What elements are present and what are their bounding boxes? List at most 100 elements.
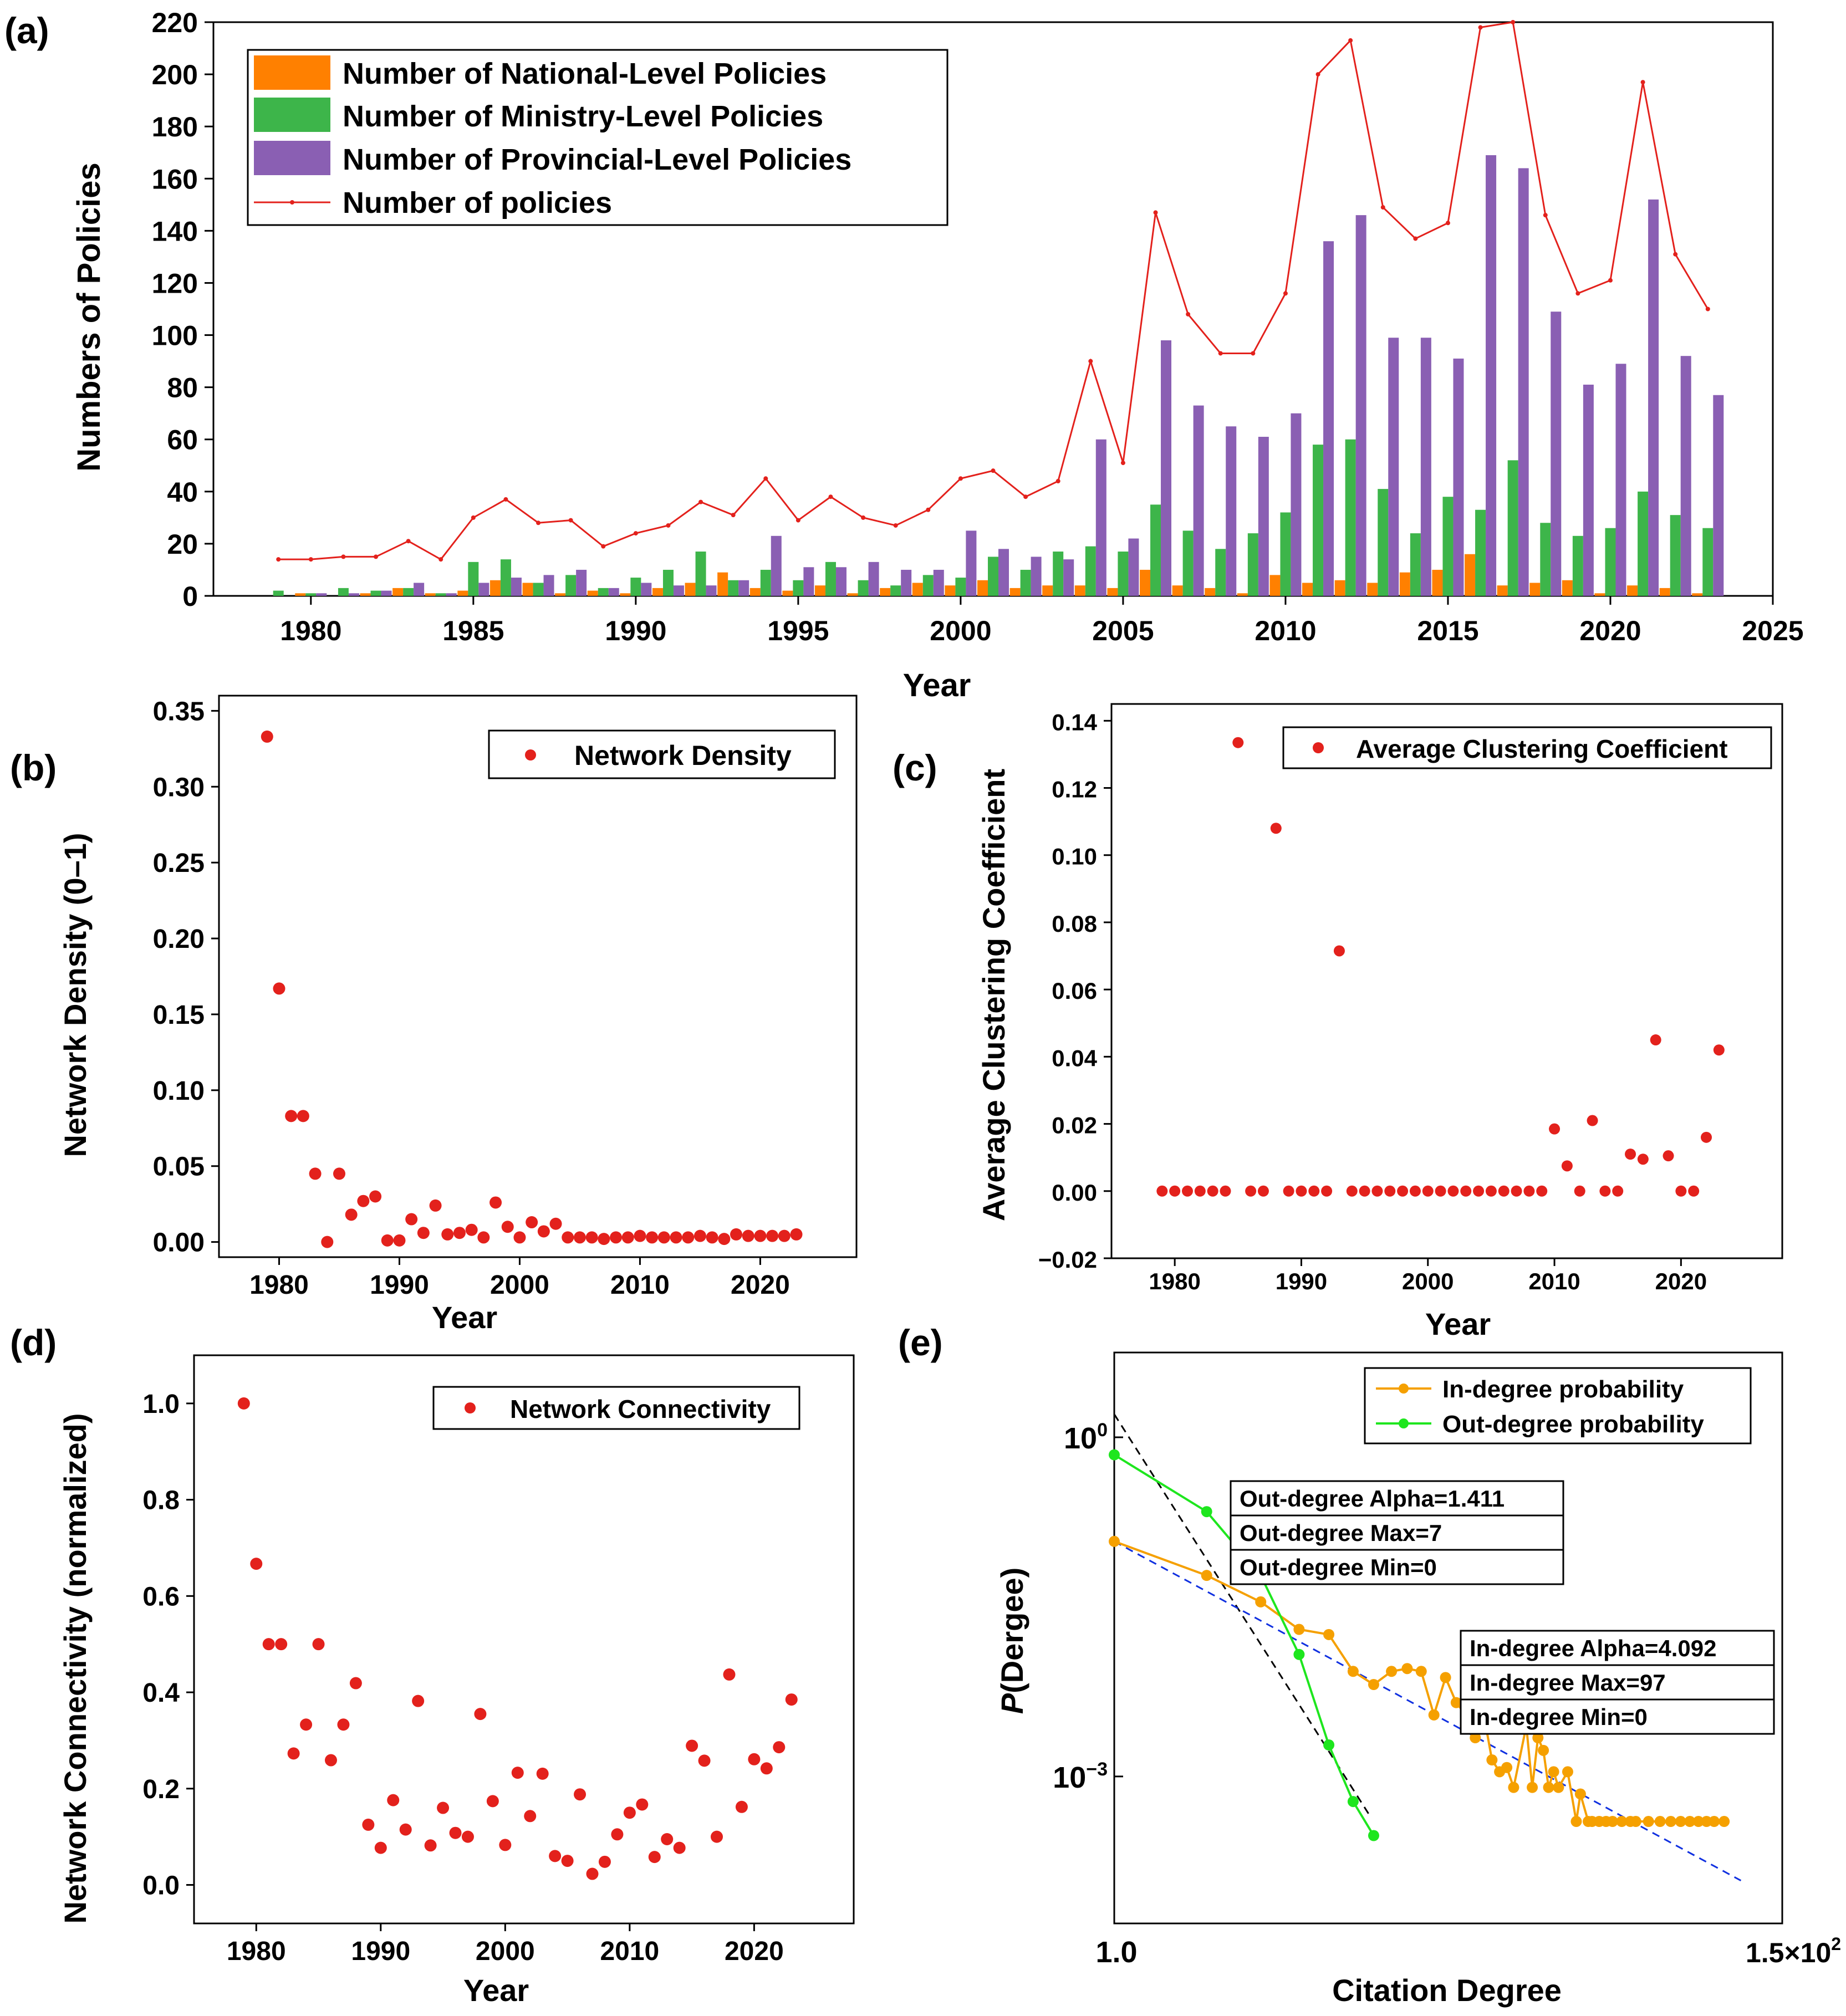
data-point: [723, 1668, 736, 1681]
data-point: [735, 1800, 748, 1813]
bar-ministry: [1605, 528, 1616, 596]
x-tick-label: 2000: [930, 615, 991, 646]
bar-ministry: [305, 593, 317, 596]
x-tick-label: 2010: [600, 1937, 659, 1966]
bar-ministry: [988, 557, 998, 596]
bar-provincial: [1095, 439, 1106, 596]
data-point: [682, 1231, 695, 1244]
bar-ministry: [435, 593, 446, 596]
y-tick-label: 0.10: [1052, 844, 1097, 870]
panel-d-legend-frame: [432, 1386, 800, 1430]
in-degree-point: [1527, 1782, 1538, 1793]
bar-ministry: [922, 575, 934, 596]
bar-ministry: [1280, 512, 1291, 596]
out-degree-stats-box: Out-degree Alpha=1.411 Out-degree Max=7 …: [1230, 1480, 1564, 1585]
data-point: [1625, 1149, 1636, 1160]
panel-label-b: (b): [10, 747, 57, 788]
bar-ministry: [370, 590, 381, 596]
bar-ministry: [890, 585, 901, 596]
bar-provincial: [576, 569, 587, 596]
bar-provincial: [966, 530, 977, 596]
data-point: [766, 1229, 779, 1242]
data-point: [1296, 1185, 1307, 1197]
data-point: [561, 1855, 574, 1867]
data-point: [1245, 1185, 1257, 1197]
panel-d-legend-label: Network Connectivity: [510, 1395, 771, 1423]
data-point: [1688, 1185, 1700, 1197]
bar-national: [1074, 585, 1085, 596]
bar-provincial: [1453, 358, 1464, 596]
total-policies-point: [471, 515, 476, 520]
y-tick-label: 40: [167, 477, 198, 508]
x-tick-label: 2020: [725, 1937, 784, 1966]
y-tick-label: 0.05: [153, 1152, 205, 1182]
in-degree-point: [1415, 1666, 1427, 1677]
data-point: [405, 1213, 418, 1226]
out-degree-point: [1368, 1830, 1379, 1841]
data-point: [429, 1199, 442, 1212]
in-degree-point: [1255, 1596, 1267, 1607]
data-point: [324, 1754, 337, 1767]
panel-b-plot: 0.00 0.05 0.10 0.15 0.20 0.25 0.30 0.35 1980 1990…: [153, 695, 858, 1300]
bar-provincial: [1388, 338, 1399, 596]
x-tick-label: 2010: [610, 1270, 670, 1300]
bar-national: [1269, 575, 1281, 596]
bar-ministry: [598, 588, 609, 596]
data-point: [621, 1231, 634, 1244]
total-policies-point: [1705, 307, 1710, 312]
panel-e-legend-frame: [1364, 1367, 1752, 1445]
bar-ministry: [955, 578, 966, 596]
bar-ministry: [662, 569, 674, 596]
bar-ministry: [858, 580, 869, 596]
bar-provincial: [1615, 364, 1626, 596]
bar-national: [1237, 593, 1248, 596]
data-point: [513, 1231, 526, 1244]
data-point: [1333, 945, 1345, 957]
total-policies-point: [1055, 479, 1060, 483]
data-point: [1409, 1185, 1421, 1197]
in-degree-min: In-degree Min=0: [1470, 1704, 1648, 1730]
y-tick-label: 0.6: [142, 1582, 180, 1611]
in-degree-point: [1692, 1816, 1704, 1828]
data-point: [730, 1228, 743, 1241]
x-tick-label: 1980: [280, 615, 341, 646]
bar-national: [685, 583, 696, 596]
y-tick-label: 0.04: [1052, 1045, 1097, 1071]
bar-provincial: [1355, 215, 1366, 596]
out-degree-point: [1323, 1739, 1335, 1750]
total-policies-point: [536, 520, 541, 525]
x-tick-label: 1990: [605, 615, 666, 646]
panel-b-ylabel: Network Density (0–1): [58, 833, 93, 1157]
bar-ministry: [695, 552, 706, 596]
data-point: [1270, 823, 1282, 834]
data-point: [1397, 1185, 1409, 1197]
y-tick-label: 80: [167, 372, 198, 404]
panel-b-legend-marker: [525, 749, 536, 761]
bar-national: [1140, 569, 1151, 596]
data-point: [501, 1221, 514, 1233]
x-tick-label: 2020: [1655, 1268, 1707, 1294]
panel-a-legend: Number of National-Level Policies Number…: [247, 49, 949, 226]
panel-c-xlabel: Year: [1425, 1306, 1491, 1341]
bar-ministry: [1507, 460, 1518, 596]
x-tick-label: 1980: [227, 1937, 286, 1966]
bar-ministry: [338, 588, 349, 596]
in-degree-point: [1574, 1788, 1586, 1800]
bar-national: [1465, 554, 1476, 596]
bar-national: [457, 590, 468, 596]
legend-swatch-national: [254, 55, 330, 90]
y-tick-label: 0.35: [153, 697, 205, 726]
data-point: [661, 1833, 674, 1845]
data-point: [646, 1231, 659, 1244]
in-degree-point: [1607, 1816, 1618, 1828]
total-policies-point: [666, 523, 671, 528]
data-point: [1181, 1185, 1193, 1197]
in-degree-point: [1570, 1816, 1582, 1828]
bar-ministry: [1638, 491, 1649, 596]
in-degree-point: [1440, 1672, 1451, 1683]
x-tick-label: 2000: [1402, 1268, 1454, 1294]
y-tick-label: 200: [152, 59, 198, 90]
y-tick-label: 0.30: [153, 773, 205, 802]
data-point: [785, 1693, 798, 1706]
total-policies-point: [1315, 72, 1320, 77]
